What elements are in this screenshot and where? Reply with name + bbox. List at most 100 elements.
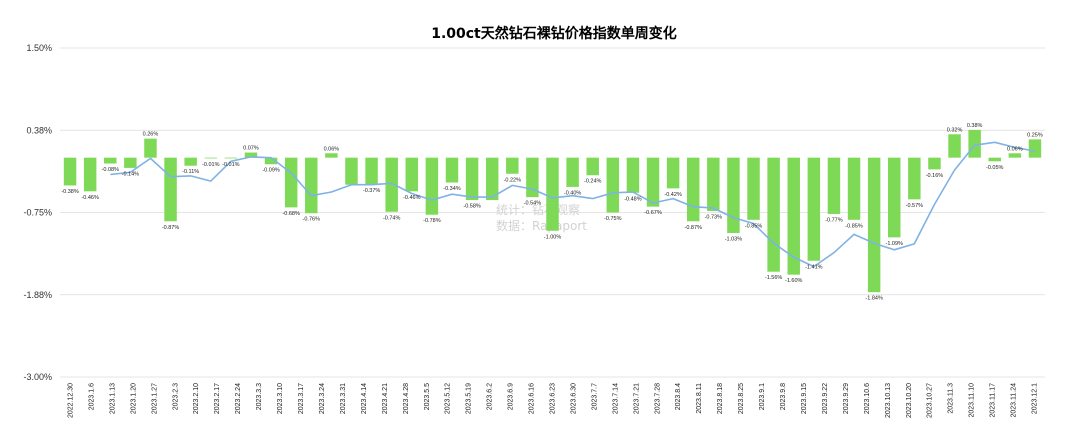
bar: [827, 157, 841, 214]
x-tick-label: 2023.10.20: [906, 383, 913, 418]
bar: [63, 157, 77, 186]
x-tick-label: 2023.9.22: [822, 383, 829, 414]
data-label: -0.37%: [363, 188, 381, 194]
x-tick-label: 2023.11.24: [1011, 383, 1018, 418]
bar: [1028, 139, 1042, 158]
x-tick-label: 2023.4.14: [361, 383, 368, 414]
data-label: -0.11%: [182, 169, 199, 175]
x-tick-label: 2023.2.10: [193, 383, 200, 414]
bar: [305, 157, 318, 214]
data-label: -0.67%: [644, 210, 662, 216]
data-label: -0.54%: [524, 201, 542, 207]
bar: [365, 157, 378, 185]
x-tick-label: 2023.3.10: [277, 383, 284, 414]
bar: [666, 157, 680, 189]
x-tick-label: 2023.11.3: [948, 383, 955, 414]
y-tick-label: 1.50%: [26, 43, 52, 53]
bar: [928, 157, 941, 170]
bar: [686, 157, 700, 222]
data-label: -0.85%: [845, 223, 863, 229]
bar-series: [63, 129, 1042, 293]
data-label: -1.41%: [805, 264, 823, 270]
bar: [867, 157, 881, 293]
bar: [747, 157, 760, 220]
watermark: 统计：钻石观察 数据：Rapaport: [496, 202, 587, 233]
x-tick-label: 2023.5.19: [466, 383, 473, 414]
bar: [224, 157, 238, 159]
y-tick-label: -3.00%: [23, 372, 52, 382]
bar: [104, 157, 117, 164]
chart-title: 1.00ct天然钻石裸钻价格指数单周变化: [431, 25, 677, 42]
data-labels: -0.38%-0.46%-0.08%-0.14%0.26%-0.87%-0.11…: [61, 123, 1043, 302]
x-tick-label: 2023.5.12: [445, 383, 452, 414]
bar: [204, 157, 217, 159]
x-tick-label: 2023.6.2: [487, 383, 494, 410]
data-label: -0.42%: [664, 192, 682, 198]
bar: [526, 157, 539, 198]
data-label: -0.46%: [81, 195, 99, 201]
data-label: -1.84%: [865, 296, 883, 302]
bar: [83, 157, 97, 192]
x-tick-label: 2023.8.11: [696, 383, 703, 414]
data-label: 0.38%: [967, 123, 983, 129]
bar: [345, 157, 358, 185]
data-label: 0.25%: [1027, 132, 1043, 138]
x-tick-label: 2023.1.13: [109, 383, 116, 414]
bar: [244, 152, 258, 158]
x-tick-label: 2023.6.9: [508, 383, 515, 410]
bar: [405, 157, 419, 192]
x-tick-label: 2023.11.10: [969, 383, 976, 418]
bar: [425, 157, 439, 215]
x-tick-label: 2023.10.27: [927, 383, 934, 418]
data-label: -0.48%: [624, 196, 642, 202]
x-tick-label: 2023.8.18: [717, 383, 724, 414]
data-label: 0.07%: [243, 146, 259, 152]
trend-line: [110, 141, 1036, 268]
x-tick-label: 2023.9.15: [801, 383, 808, 414]
data-label: -0.01%: [202, 162, 220, 168]
y-tick-label: -0.75%: [23, 208, 52, 218]
x-tick-label: 2023.7.14: [612, 383, 619, 414]
bar: [646, 157, 660, 207]
x-tick-label: 2023.3.3: [256, 383, 263, 410]
data-label: -0.74%: [383, 215, 401, 221]
x-tick-label: 2023.5.5: [424, 383, 431, 410]
bar: [566, 157, 579, 187]
x-tick-label: 2023.9.1: [759, 383, 766, 410]
x-tick-label: 2023.1.20: [130, 383, 137, 414]
bar: [888, 157, 901, 238]
x-tick-label: 2023.2.24: [235, 383, 242, 414]
x-tick-label: 2023.3.31: [340, 383, 347, 414]
x-tick-label: 2023.8.4: [675, 383, 682, 410]
data-label: -0.01%: [222, 162, 240, 168]
data-label: -0.16%: [926, 173, 944, 179]
x-tick-label: 2023.2.17: [214, 383, 221, 414]
x-tick-label: 2023.10.6: [864, 383, 871, 414]
data-label: -1.60%: [785, 278, 803, 284]
x-tick-label: 2023.9.8: [780, 383, 787, 410]
data-label: -0.22%: [504, 177, 522, 183]
x-tick-label: 2023.10.13: [885, 383, 892, 418]
data-label: 0.32%: [947, 127, 963, 133]
data-label: -0.77%: [825, 217, 843, 223]
bar: [767, 157, 780, 272]
bar: [325, 153, 338, 158]
data-label: -0.58%: [463, 204, 481, 210]
x-tick-label: 2023.1.6: [88, 383, 95, 410]
bar: [546, 157, 559, 231]
x-tick-label: 2023.2.3: [172, 383, 179, 410]
bar: [184, 157, 197, 166]
data-label: -1.03%: [725, 236, 743, 242]
data-label: -0.08%: [102, 167, 120, 173]
bar: [807, 157, 821, 261]
data-label: -0.68%: [282, 211, 300, 217]
data-label: -0.57%: [906, 203, 924, 209]
data-label: 0.26%: [143, 132, 159, 138]
x-tick-label: 2023.1.27: [151, 383, 158, 414]
bar: [948, 134, 961, 158]
watermark-line-1: 统计：钻石观察: [496, 202, 580, 217]
bar: [727, 157, 740, 233]
data-label: -0.87%: [162, 225, 180, 231]
